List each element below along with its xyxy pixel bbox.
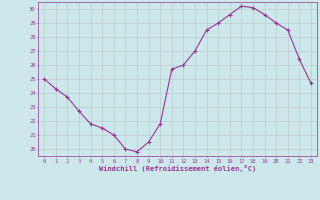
X-axis label: Windchill (Refroidissement éolien,°C): Windchill (Refroidissement éolien,°C) xyxy=(99,165,256,172)
